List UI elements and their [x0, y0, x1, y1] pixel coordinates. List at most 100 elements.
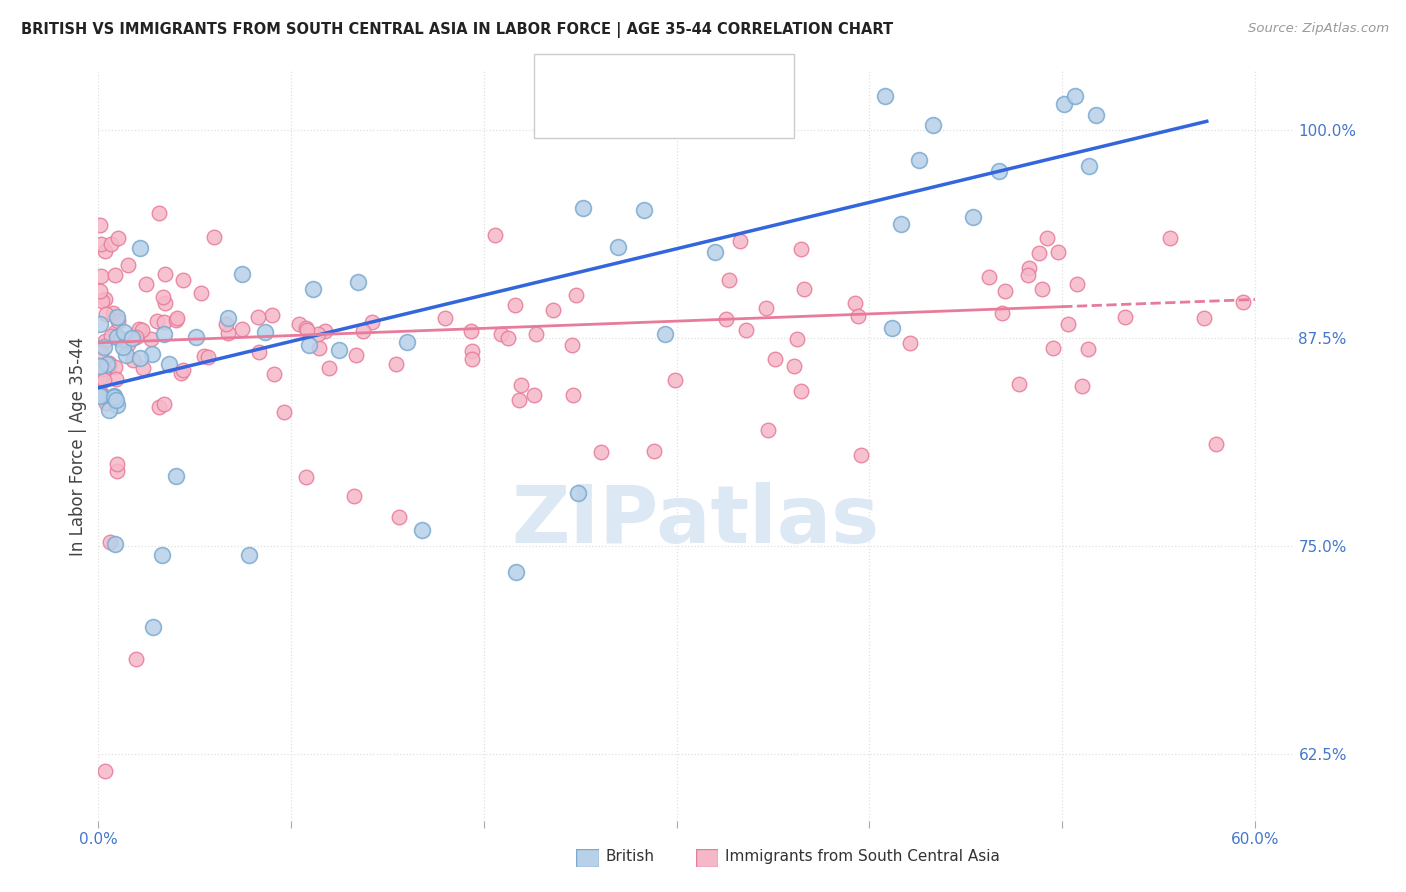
Point [1028, 246, 1050, 260]
Point [93, 373, 115, 387]
Point [1017, 268, 1039, 282]
Point [165, 312, 187, 326]
Point [125, 651, 148, 665]
Point [128, 322, 150, 336]
Point [139, 332, 162, 346]
Point [434, 311, 457, 326]
Point [1070, 378, 1092, 392]
Point [352, 325, 374, 339]
Point [89, 358, 111, 372]
Point [90, 269, 112, 284]
Point [567, 486, 589, 500]
Text: BRITISH VS IMMIGRANTS FROM SOUTH CENTRAL ASIA IN LABOR FORCE | AGE 35-44 CORRELA: BRITISH VS IMMIGRANTS FROM SOUTH CENTRAL… [21, 22, 893, 38]
Point [510, 378, 533, 392]
Point [1066, 277, 1088, 291]
Point [295, 323, 318, 337]
Text: British: British [606, 849, 655, 863]
Point [977, 269, 1000, 284]
Point [89, 388, 111, 402]
Point [643, 443, 665, 458]
Point [193, 349, 215, 363]
Point [717, 273, 740, 287]
Point [1114, 310, 1136, 324]
Point [591, 444, 613, 458]
Point [172, 273, 194, 287]
Point [508, 393, 530, 408]
Point [388, 509, 411, 524]
Point [146, 314, 169, 328]
Point [104, 268, 127, 282]
Point [273, 405, 295, 419]
Point [153, 397, 176, 411]
Text: Source: ZipAtlas.com: Source: ZipAtlas.com [1249, 22, 1389, 36]
Point [104, 371, 127, 385]
Point [90, 237, 112, 252]
Point [1057, 318, 1080, 332]
Point [1053, 97, 1076, 112]
Point [89, 371, 111, 385]
Point [260, 308, 283, 322]
Point [1018, 261, 1040, 276]
Point [94, 334, 117, 349]
Point [94, 244, 117, 258]
Point [103, 325, 125, 339]
Point [873, 88, 896, 103]
Point [1201, 12, 1223, 26]
Point [98, 355, 121, 369]
Point [385, 357, 408, 371]
Point [735, 323, 758, 337]
Point [846, 310, 869, 324]
Point [308, 341, 330, 355]
Point [96, 396, 118, 410]
Point [135, 277, 157, 291]
Point [129, 241, 152, 255]
Point [786, 332, 808, 346]
Point [763, 352, 786, 367]
Point [307, 326, 329, 341]
Point [107, 464, 129, 478]
Point [489, 326, 512, 341]
Point [301, 282, 323, 296]
Point [89, 285, 111, 299]
Point [231, 267, 253, 281]
Point [110, 332, 132, 346]
Point [1159, 231, 1181, 245]
Point [166, 311, 188, 326]
Point [361, 315, 384, 329]
Point [152, 327, 174, 342]
Point [94, 307, 117, 321]
Point [238, 548, 260, 562]
Point [131, 322, 153, 336]
Point [157, 357, 180, 371]
Point [101, 306, 124, 320]
Point [790, 384, 813, 399]
Point [1077, 342, 1099, 356]
Point [987, 163, 1010, 178]
Point [1036, 230, 1059, 244]
Point [1085, 108, 1108, 122]
Point [104, 537, 127, 551]
Point [128, 351, 150, 365]
Point [633, 203, 655, 218]
Point [90, 344, 112, 359]
Point [202, 230, 225, 244]
Point [90, 386, 112, 401]
Point [1031, 282, 1053, 296]
Point [295, 469, 318, 483]
Point [93, 340, 115, 354]
Point [117, 337, 139, 351]
Point [89, 317, 111, 331]
Point [105, 457, 128, 471]
Point [755, 301, 778, 315]
Point [561, 337, 583, 351]
Point [94, 292, 117, 306]
Point [107, 314, 129, 328]
Point [849, 448, 872, 462]
Point [142, 619, 165, 633]
Point [460, 351, 482, 366]
Point [98, 359, 121, 373]
Text: 58: 58 [704, 66, 730, 84]
Point [343, 489, 366, 503]
Point [346, 348, 368, 362]
Point [89, 359, 111, 374]
